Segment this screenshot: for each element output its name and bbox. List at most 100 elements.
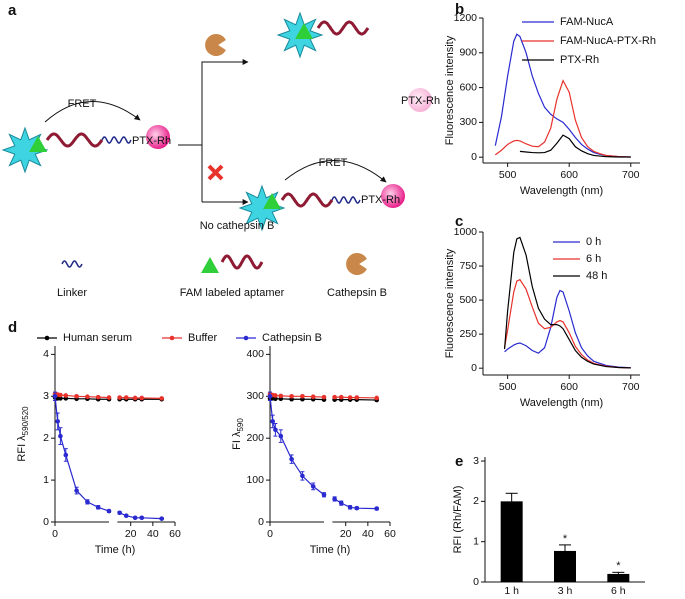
point [85,394,90,400]
y-tick-label: 3 [43,390,49,402]
point [267,393,273,399]
y-tick-label: 0 [473,576,479,588]
linker-icon [61,260,83,268]
point [123,513,129,519]
y-axis-label: Fluorescence intensity [444,35,456,145]
aptamer-strand [45,132,104,148]
intact-label: PTX-Rh [361,194,400,206]
x-tick-label: 1 h [504,585,519,597]
point [278,433,284,439]
y-tick-label: 4 [43,348,49,360]
series-line [519,134,631,158]
panel-label: e [455,453,463,470]
y-axis-label-text: Fluorescence intensity [444,248,456,358]
y-axis-label: RFI λ590/520 [16,406,30,462]
y-tick-label: 300 [459,116,477,128]
point [347,395,353,400]
y-axis-label: FI λ590 [231,418,245,450]
point [58,392,63,398]
point [58,396,63,401]
point [270,419,276,424]
significance-mark: * [563,533,568,545]
legend-marker [243,335,249,341]
point [159,396,165,401]
panel-label: a [8,2,17,19]
point [332,394,337,400]
legend-label: FAM-NucA-PTX-Rh [560,35,656,47]
aptamer-icon [220,254,264,270]
point [95,394,101,400]
point [85,499,90,505]
point [273,427,278,433]
point [139,515,145,521]
aptamer-strand [280,192,334,208]
point [300,393,305,399]
no-enzyme-cross [207,164,224,181]
series-line [269,396,325,496]
x-tick-label: 600 [560,381,578,393]
point [63,452,69,458]
legend-label: Buffer [188,332,217,344]
point [338,500,344,506]
y-tick-label: 300 [246,390,264,402]
point [354,505,360,511]
series-line [494,33,631,158]
substrate-label: PTX-Rh [132,135,171,147]
legend-label: PTX-Rh [560,54,599,66]
x-axis-label: Time (h) [95,544,136,556]
bar [607,573,630,582]
x-tick-label: 0 [267,528,273,540]
diagram-shapes [1,11,432,275]
point [273,393,278,398]
y-tick-label: 1200 [454,12,478,24]
series-line [269,393,325,398]
x-tick-label: 500 [499,381,517,393]
point [106,508,112,514]
y-tick-label: 500 [459,294,477,306]
legend-label: Cathepsin B [327,287,387,299]
y-tick-label: 600 [459,81,477,93]
point [106,395,112,400]
series-line [503,278,631,369]
y-axis-label-sub: 590/520 [21,406,30,435]
point [132,515,138,521]
point [74,393,79,399]
aptamer-strand [316,20,370,36]
x-tick-label: 600 [560,169,578,181]
point [95,505,101,510]
point [159,516,165,521]
legend-label: 48 h [586,270,607,282]
x-axis-label: Wavelength (nm) [520,185,603,197]
legend-label: 0 h [586,236,601,248]
y-tick-label: 750 [459,260,477,272]
y-tick-label: 1000 [454,226,478,238]
y-axis-label-text: Fluorescence intensity [444,35,456,145]
point [300,473,305,479]
fret-label: FRET [319,157,348,169]
series-line [504,289,631,369]
bar [554,550,576,582]
point [321,394,327,400]
x-tick-label: 60 [384,528,396,540]
point [310,394,316,400]
panel-label: b [455,1,464,18]
x-tick-label: 20 [340,528,352,540]
y-axis-label-text: FI λ [231,431,243,450]
aptamer-triangle [263,193,281,209]
y-tick-label: 1 [473,535,479,547]
aptamer-triangle [201,257,219,273]
significance-mark: * [616,560,621,572]
series-line [54,393,110,399]
rhodamine-ball [408,88,432,112]
y-tick-label: 0 [258,516,264,528]
panel-label: c [455,213,463,230]
x-tick-label: 500 [499,169,517,181]
aptamer-triangle [29,136,47,152]
legend-marker [169,335,175,341]
point [332,496,337,502]
no-enzyme-label: No cathepsin B [200,220,275,232]
y-axis-label: RFI (Rh/FAM) [452,486,464,554]
y-tick-label: 900 [459,47,477,59]
point [55,419,60,424]
